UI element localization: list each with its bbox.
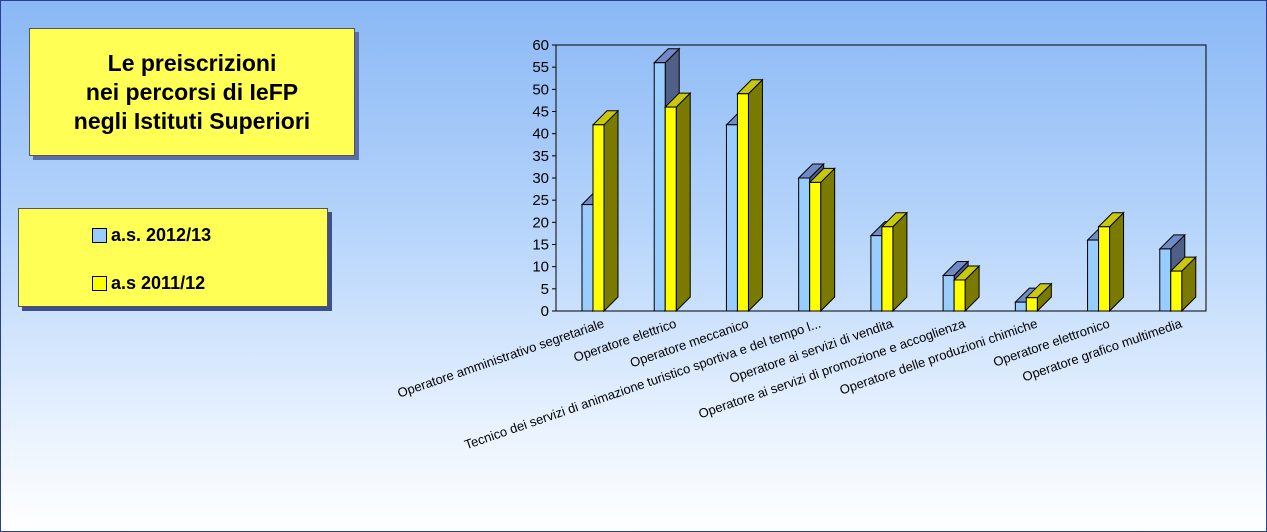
bar <box>1098 226 1111 312</box>
legend-swatch-blue <box>92 227 107 243</box>
bar <box>736 93 749 312</box>
bar <box>870 235 883 312</box>
bar <box>881 226 894 312</box>
bar <box>1025 297 1038 312</box>
bar <box>1170 270 1183 312</box>
title-line-1: Le preiscrizioni <box>107 49 277 76</box>
bar <box>592 124 605 312</box>
bar <box>1014 301 1027 312</box>
bar-side <box>1109 211 1125 313</box>
y-tick-label: 55 <box>532 59 549 76</box>
y-tick-label: 5 <box>541 281 549 298</box>
bar <box>809 181 822 312</box>
legend-item-2011: a.s 2011/12 <box>92 272 205 294</box>
legend-label-2012: a.s. 2012/13 <box>111 224 212 245</box>
bar-side <box>892 211 908 313</box>
title-box: Le preiscrizioni nei percorsi di IeFP ne… <box>29 28 355 156</box>
bar <box>1159 248 1172 312</box>
y-tick-label: 0 <box>541 303 549 320</box>
bar <box>798 177 811 312</box>
bar <box>725 124 738 312</box>
y-tick-label: 15 <box>532 237 549 254</box>
bar-side <box>603 109 619 313</box>
legend-swatch-yellow <box>92 275 107 291</box>
y-tick-label: 45 <box>532 104 549 121</box>
bar <box>664 106 677 312</box>
y-tick-label: 25 <box>532 192 549 209</box>
title-line-2: nei percorsi di IeFP <box>85 78 299 105</box>
y-tick-label: 60 <box>532 37 549 54</box>
y-tick-label: 30 <box>532 170 549 187</box>
y-tick-label: 35 <box>532 148 549 165</box>
bar <box>1087 239 1100 312</box>
bar-side <box>675 91 691 313</box>
legend: a.s. 2012/13 a.s 2011/12 <box>18 208 328 307</box>
title-line-3: negli Istituti Superiori <box>73 107 311 134</box>
y-tick-label: 50 <box>532 81 549 98</box>
bar <box>953 279 966 312</box>
y-tick-label: 10 <box>532 259 549 276</box>
legend-item-2012: a.s. 2012/13 <box>92 224 211 246</box>
y-tick-label: 40 <box>532 126 549 143</box>
bar <box>942 275 955 312</box>
legend-label-2011: a.s 2011/12 <box>111 272 206 293</box>
y-tick-label: 20 <box>532 214 549 231</box>
bar <box>653 62 666 312</box>
bar-side <box>820 167 836 313</box>
bar <box>581 204 594 312</box>
bar-side <box>747 78 763 313</box>
